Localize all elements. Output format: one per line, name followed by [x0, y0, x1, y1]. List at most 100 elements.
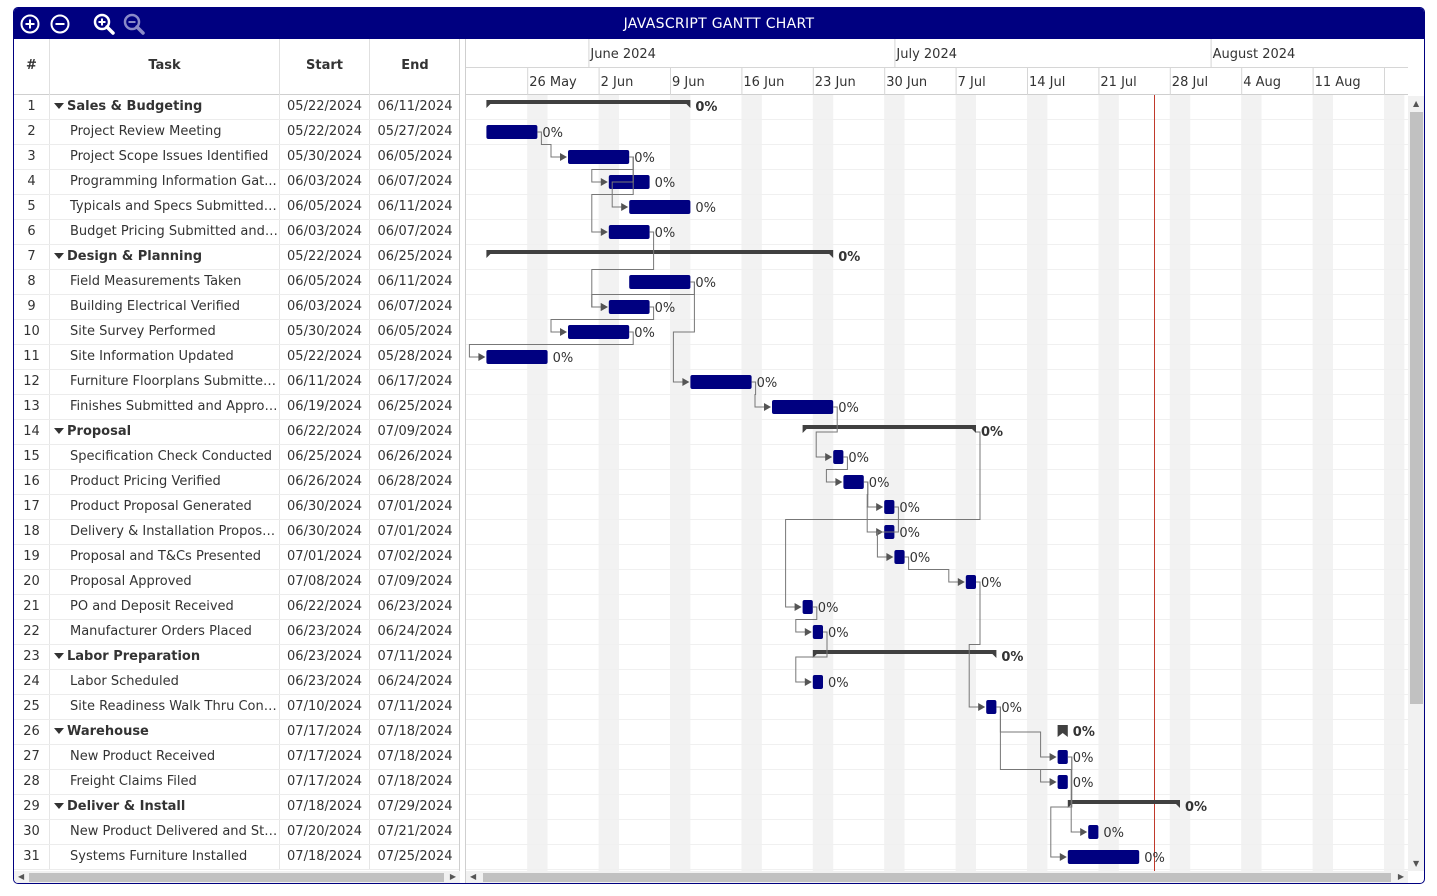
table-row[interactable]: 4 Programming Information Gat... 06/03/202… [14, 170, 459, 195]
grid-scroll-thumb[interactable] [29, 873, 444, 882]
progress-label: 0% [655, 176, 676, 191]
summary-bar[interactable] [486, 100, 691, 108]
table-row[interactable]: 18 Delivery & Installation Proposa... 06/3… [14, 520, 459, 545]
task-bar[interactable] [1057, 775, 1068, 789]
zoom-out-icon[interactable] [122, 12, 146, 36]
table-row[interactable]: 9 Building Electrical Verified 06/03/2024 0… [14, 295, 459, 320]
chart-scroll-thumb[interactable] [483, 873, 1391, 882]
task-bar[interactable] [629, 200, 691, 214]
table-row[interactable]: 7 Design & Planning 05/22/2024 06/25/2024 [14, 245, 459, 270]
scroll-down-icon[interactable]: ▼ [1413, 859, 1420, 868]
task-bar[interactable] [772, 400, 834, 414]
expand-caret-icon[interactable] [54, 728, 64, 734]
table-row[interactable]: 21 PO and Deposit Received 06/22/2024 06/23… [14, 595, 459, 620]
table-row[interactable]: 13 Finishes Submitted and Approv... 06/19/… [14, 395, 459, 420]
table-row[interactable]: 1 Sales & Budgeting 05/22/2024 06/11/2024 [14, 95, 459, 120]
end-date: 06/05/2024 [377, 149, 453, 164]
task-bar[interactable] [833, 450, 844, 464]
collapse-all-icon[interactable] [48, 12, 72, 36]
table-row[interactable]: 24 Labor Scheduled 06/23/2024 06/24/2024 [14, 670, 459, 695]
column-header-number[interactable]: # [14, 39, 50, 95]
table-row[interactable]: 27 New Product Received 07/17/2024 07/18/20… [14, 745, 459, 770]
expand-caret-icon[interactable] [54, 653, 64, 659]
task-bar[interactable] [812, 625, 823, 639]
table-row[interactable]: 5 Typicals and Specs Submitted ... 06/05/2… [14, 195, 459, 220]
task-bar[interactable] [690, 375, 752, 389]
vertical-scrollbar[interactable]: ▲ ▼ [1408, 96, 1424, 871]
table-row[interactable]: 2 Project Review Meeting 05/22/2024 05/27/2… [14, 120, 459, 145]
expand-caret-icon[interactable] [54, 103, 64, 109]
task-bar[interactable] [568, 325, 630, 339]
table-row[interactable]: 22 Manufacturer Orders Placed 06/23/2024 06… [14, 620, 459, 645]
scroll-right-icon[interactable]: ▶ [449, 872, 456, 881]
start-date: 06/22/2024 [280, 595, 370, 619]
task-bar[interactable] [812, 675, 823, 689]
vertical-scroll-thumb[interactable] [1410, 112, 1423, 704]
task-bar[interactable] [894, 550, 905, 564]
expand-all-icon[interactable] [18, 12, 42, 36]
column-header-end[interactable]: End [401, 58, 429, 73]
dependency-link [751, 381, 765, 408]
column-header-start[interactable]: Start [280, 39, 370, 95]
scroll-up-icon[interactable]: ▲ [1413, 99, 1420, 108]
table-row[interactable]: 16 Product Pricing Verified 06/26/2024 06/2… [14, 470, 459, 495]
task-name: Labor Scheduled [50, 670, 280, 694]
task-bar[interactable] [884, 500, 895, 514]
chart-horizontal-scrollbar[interactable]: ◀ ▶ [466, 871, 1408, 883]
dependency-arrow-icon [1049, 778, 1057, 786]
table-row[interactable]: 15 Specification Check Conducted 06/25/202… [14, 445, 459, 470]
task-bar[interactable] [1057, 750, 1068, 764]
expand-caret-icon[interactable] [54, 253, 64, 259]
table-row[interactable]: 28 Freight Claims Filed 07/17/2024 07/18/20… [14, 770, 459, 795]
summary-bar[interactable] [812, 650, 997, 658]
table-row[interactable]: 31 Systems Furniture Installed 07/18/2024 0… [14, 845, 459, 870]
table-row[interactable]: 25 Site Readiness Walk Thru Cond... 07/10/… [14, 695, 459, 720]
task-bar[interactable] [608, 225, 650, 239]
end-date: 06/11/2024 [377, 199, 453, 214]
task-bar[interactable] [802, 600, 813, 614]
task-bar[interactable] [608, 300, 650, 314]
table-row[interactable]: 14 Proposal 06/22/2024 07/09/2024 [14, 420, 459, 445]
table-row[interactable]: 17 Product Proposal Generated 06/30/2024 07… [14, 495, 459, 520]
panel-splitter[interactable] [460, 39, 466, 883]
row-number: 23 [14, 645, 50, 669]
task-bar[interactable] [965, 575, 976, 589]
table-row[interactable]: 12 Furniture Floorplans Submitted... 06/11… [14, 370, 459, 395]
weekend-shade [1312, 95, 1333, 871]
table-row[interactable]: 6 Budget Pricing Submitted and ... 06/03/2… [14, 220, 459, 245]
table-row[interactable]: 26 Warehouse 07/17/2024 07/18/2024 [14, 720, 459, 745]
table-row[interactable]: 3 Project Scope Issues Identified 05/30/20… [14, 145, 459, 170]
table-row[interactable]: 19 Proposal and T&Cs Presented 07/01/2024 0… [14, 545, 459, 570]
summary-bar[interactable] [802, 425, 976, 433]
task-bar[interactable] [1088, 825, 1099, 839]
expand-caret-icon[interactable] [54, 428, 64, 434]
column-header-task[interactable]: Task [50, 39, 280, 95]
scroll-right-icon[interactable]: ▶ [1397, 872, 1404, 881]
table-row[interactable]: 23 Labor Preparation 06/23/2024 07/11/2024 [14, 645, 459, 670]
summary-bar[interactable] [1057, 725, 1068, 737]
task-bar[interactable] [568, 150, 630, 164]
grid-horizontal-scrollbar[interactable]: ◀ ▶ [14, 871, 460, 883]
scroll-left-icon[interactable]: ◀ [470, 872, 477, 881]
task-name-text: Warehouse [67, 724, 149, 739]
scroll-left-icon[interactable]: ◀ [18, 872, 25, 881]
task-bar[interactable] [486, 125, 538, 139]
task-bar[interactable] [1067, 850, 1140, 864]
table-row[interactable]: 30 New Product Delivered and Sta... 07/20/… [14, 820, 459, 845]
summary-bar[interactable] [1067, 800, 1180, 808]
expand-caret-icon[interactable] [54, 803, 64, 809]
table-row[interactable]: 11 Site Information Updated 05/22/2024 05/2… [14, 345, 459, 370]
task-bar[interactable] [843, 475, 864, 489]
task-bar[interactable] [486, 350, 548, 364]
row-number: 13 [14, 395, 50, 419]
row-number: 17 [14, 495, 50, 519]
row-number: 11 [14, 345, 50, 369]
zoom-in-icon[interactable] [92, 12, 116, 36]
summary-bar[interactable] [486, 250, 834, 258]
table-row[interactable]: 29 Deliver & Install 07/18/2024 07/29/2024 [14, 795, 459, 820]
table-row[interactable]: 8 Field Measurements Taken 06/05/2024 06/11… [14, 270, 459, 295]
task-bar[interactable] [986, 700, 997, 714]
table-row[interactable]: 10 Site Survey Performed 05/30/2024 06/05/2… [14, 320, 459, 345]
table-row[interactable]: 20 Proposal Approved 07/08/2024 07/09/2024 [14, 570, 459, 595]
task-bar[interactable] [629, 275, 691, 289]
